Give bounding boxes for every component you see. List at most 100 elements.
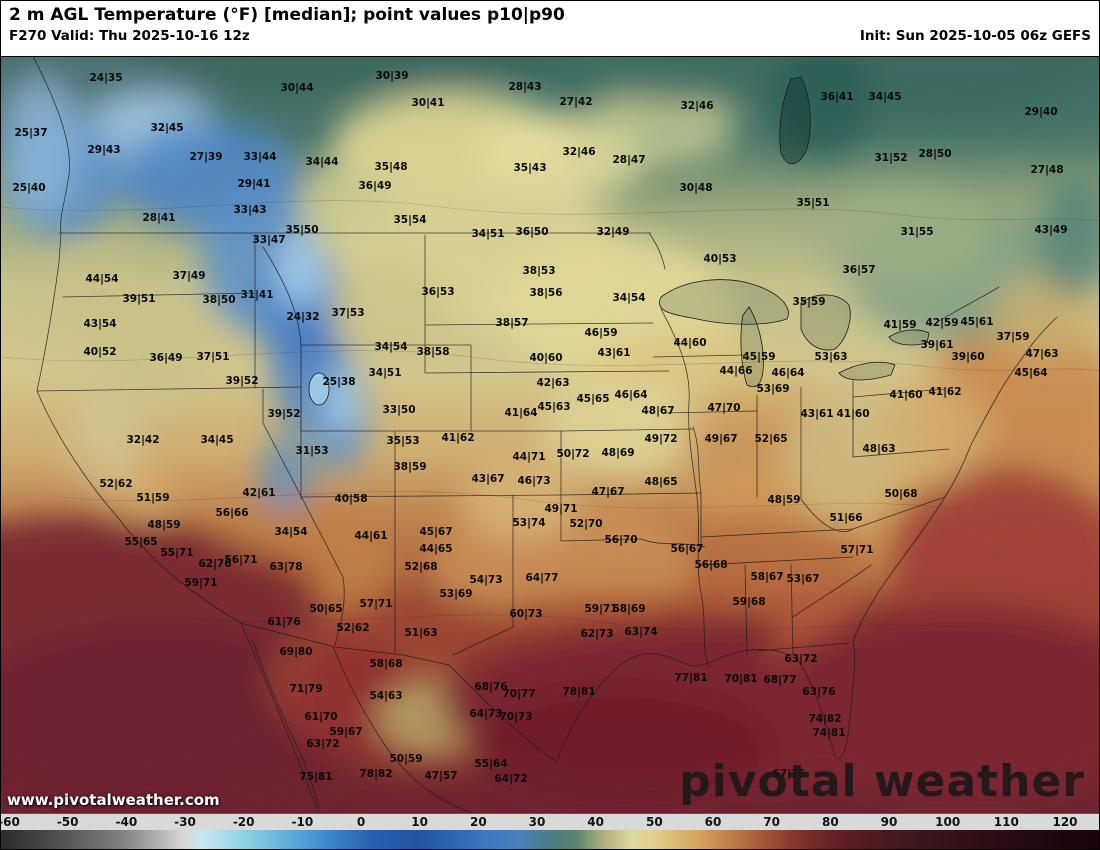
- point-value-label: 74|81: [812, 727, 845, 739]
- point-value-label: 58|67: [750, 571, 783, 583]
- point-value-label: 41|59: [883, 319, 916, 331]
- point-value-label: 60|73: [509, 608, 542, 620]
- point-value-label: 34|54: [274, 526, 307, 538]
- point-value-label: 37|59: [996, 331, 1029, 343]
- point-value-label: 56|70: [604, 534, 637, 546]
- point-value-label: 52|65: [754, 433, 787, 445]
- point-value-label: 49|72: [644, 433, 677, 445]
- lake-ontario: [888, 329, 930, 346]
- point-value-label: 46|64: [614, 389, 647, 401]
- point-value-label: 29|41: [237, 178, 270, 190]
- point-value-label: 35|50: [285, 224, 318, 236]
- colorbar-tick: 50: [645, 815, 663, 829]
- point-value-label: 33|44: [243, 151, 276, 163]
- colorbar-tick: -20: [232, 815, 255, 829]
- point-value-label: 69|80: [279, 646, 312, 658]
- colorbar-tick: 60: [704, 815, 722, 829]
- point-value-label: 36|50: [515, 226, 548, 238]
- point-value-label: 49|67: [704, 433, 737, 445]
- point-value-label: 36|53: [421, 286, 454, 298]
- point-value-label: 32|46: [680, 100, 713, 112]
- state-borders-east: [756, 380, 950, 618]
- point-value-label: 56|71: [224, 554, 257, 566]
- colorbar-tick: 30: [528, 815, 546, 829]
- point-value-label: 53|69: [756, 383, 789, 395]
- point-value-label: 50|59: [389, 753, 422, 765]
- point-value-label: 28|47: [612, 154, 645, 166]
- watermark: www.pivotalweather.com: [7, 791, 220, 809]
- point-value-label: 25|37: [14, 127, 47, 139]
- point-value-label: 61|76: [267, 616, 300, 628]
- point-value-label: 57|71: [359, 598, 392, 610]
- point-value-label: 64|73: [469, 708, 502, 720]
- point-value-label: 53|67: [786, 573, 819, 585]
- point-value-label: 58|69: [612, 603, 645, 615]
- gulf-atlantic-coastline: [556, 316, 1058, 762]
- state-borders-mountain: [262, 246, 472, 654]
- point-value-label: 28|41: [142, 212, 175, 224]
- point-value-label: 32|45: [150, 122, 183, 134]
- point-value-label: 30|39: [375, 70, 408, 82]
- point-value-label: 55|71: [160, 547, 193, 559]
- point-value-label: 44|61: [354, 530, 387, 542]
- point-value-label: 50|72: [556, 448, 589, 460]
- point-value-label: 53|63: [814, 351, 847, 363]
- point-value-label: 38|58: [416, 346, 449, 358]
- map-header: 2 m AGL Temperature (°F) [median]; point…: [1, 1, 1099, 57]
- point-value-label: 41|60: [889, 389, 922, 401]
- point-value-label: 37|51: [196, 351, 229, 363]
- point-value-label: 39|61: [920, 339, 953, 351]
- point-value-label: 41|62: [441, 432, 474, 444]
- colorbar-tick: 100: [935, 815, 961, 829]
- point-value-label: 59|67: [329, 726, 362, 738]
- point-value-label: 30|48: [679, 182, 712, 194]
- point-value-label: 43|49: [1034, 224, 1067, 236]
- point-value-label: 75|81: [299, 771, 332, 783]
- point-value-label: 62|76: [198, 558, 231, 570]
- point-value-label: 42|61: [242, 487, 275, 499]
- point-value-label: 35|43: [513, 162, 546, 174]
- point-value-label: 48|69: [601, 447, 634, 459]
- point-value-label: 41|62: [928, 386, 961, 398]
- colorbar-tick: 80: [821, 815, 839, 829]
- point-value-label: 30|44: [280, 82, 313, 94]
- point-value-label: 71|79: [289, 683, 322, 695]
- temperature-field-blobs: [1, 57, 1099, 813]
- point-value-label: 61|70: [304, 711, 337, 723]
- point-value-label: 27|42: [559, 96, 592, 108]
- colorbar-tick: 40: [587, 815, 605, 829]
- point-value-label: 44|66: [719, 365, 752, 377]
- point-value-label: 48|59: [147, 519, 180, 531]
- point-value-label: 70|77: [502, 688, 535, 700]
- point-value-label: 35|48: [374, 161, 407, 173]
- point-value-label: 47|67: [591, 486, 624, 498]
- point-value-label: 31|55: [900, 226, 933, 238]
- point-value-label: 29|43: [87, 144, 120, 156]
- point-value-label: 63|72: [784, 653, 817, 665]
- st-lawrence-river: [938, 286, 1000, 322]
- point-value-label: 78|81: [562, 686, 595, 698]
- colorbar-tick: -40: [115, 815, 138, 829]
- point-value-label: 40|53: [703, 253, 736, 265]
- point-value-label: 33|47: [252, 234, 285, 246]
- point-value-label: 47|57: [424, 770, 457, 782]
- lake-erie: [838, 361, 896, 381]
- point-value-label: 39|52: [225, 375, 258, 387]
- mexico-us-border: [240, 622, 558, 762]
- point-value-label: 38|59: [393, 461, 426, 473]
- point-value-label: 47|70: [707, 402, 740, 414]
- point-value-label: 34|45: [868, 91, 901, 103]
- point-value-label: 46|59: [584, 327, 617, 339]
- valid-time: F270 Valid: Thu 2025-10-16 12z: [9, 28, 250, 45]
- colorbar-tick: 0: [356, 815, 366, 829]
- point-value-label: 68|77: [763, 674, 796, 686]
- point-value-label: 36|49: [149, 352, 182, 364]
- point-value-label: 35|59: [792, 296, 825, 308]
- point-value-label: 33|43: [233, 204, 266, 216]
- brand-logo: pivotal weather: [679, 756, 1085, 807]
- point-value-label: 45|63: [537, 401, 570, 413]
- gulf-of-california-coastline: [252, 640, 474, 813]
- point-value-label: 52|62: [99, 478, 132, 490]
- point-value-label: 38|53: [522, 265, 555, 277]
